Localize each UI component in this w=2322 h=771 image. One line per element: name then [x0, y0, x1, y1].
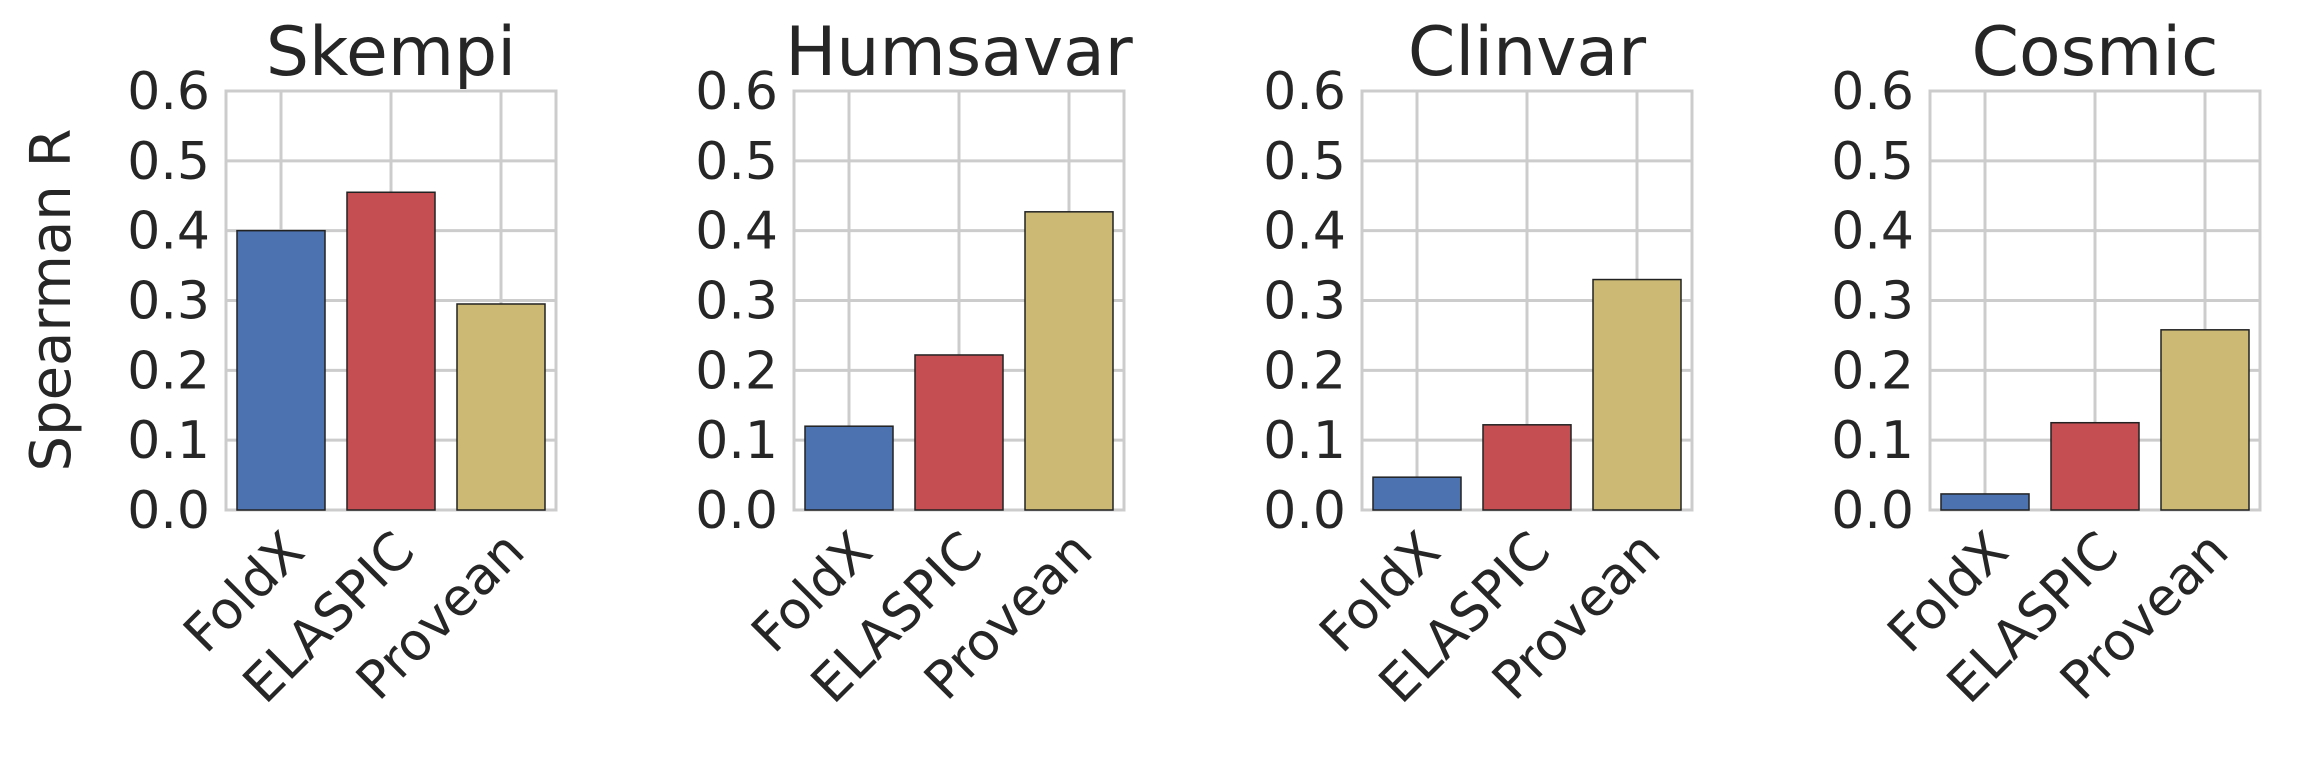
panel-skempi: 0.00.10.20.30.40.50.6FoldXELASPICProvean…: [127, 13, 558, 715]
panel-title: Humsavar: [785, 13, 1132, 92]
y-tick-label: 0.3: [127, 272, 210, 332]
y-tick-label: 0.2: [127, 341, 210, 401]
bar-elaspic: [1482, 424, 1572, 511]
panel-cosmic: 0.00.10.20.30.40.50.6FoldXELASPICProvean…: [1831, 13, 2262, 715]
y-tick-label: 0.4: [127, 202, 210, 262]
y-tick-label: 0.2: [1831, 341, 1914, 401]
panel-title: Cosmic: [1971, 13, 2218, 92]
y-tick-label: 0.4: [1263, 202, 1346, 262]
panel-title: Clinvar: [1408, 13, 1646, 92]
panel-clinvar: 0.00.10.20.30.40.50.6FoldXELASPICProvean…: [1263, 13, 1694, 715]
y-tick-label: 0.6: [1263, 62, 1346, 122]
y-tick-label: 0.0: [695, 481, 778, 541]
bar-foldx: [804, 425, 894, 511]
y-tick-label: 0.1: [127, 411, 210, 471]
bar-foldx: [1940, 493, 2030, 511]
bar-provean: [2160, 329, 2250, 511]
y-tick-label: 0.2: [695, 341, 778, 401]
y-tick-label: 0.5: [695, 132, 778, 192]
panel-humsavar: 0.00.10.20.30.40.50.6FoldXELASPICProvean…: [695, 13, 1132, 715]
bar-foldx: [236, 229, 326, 511]
y-axis-label: Spearman R: [19, 129, 84, 472]
bar-elaspic: [346, 191, 436, 511]
y-tick-label: 0.1: [1831, 411, 1914, 471]
y-tick-label: 0.3: [1263, 272, 1346, 332]
bar-provean: [456, 303, 546, 511]
y-tick-label: 0.5: [127, 132, 210, 192]
y-tick-label: 0.5: [1831, 132, 1914, 192]
y-tick-label: 0.4: [1831, 202, 1914, 262]
bar-foldx: [1372, 476, 1462, 511]
y-tick-label: 0.0: [127, 481, 210, 541]
y-tick-label: 0.1: [695, 411, 778, 471]
y-tick-label: 0.6: [1831, 62, 1914, 122]
y-tick-label: 0.1: [1263, 411, 1346, 471]
panel-title: Skempi: [266, 13, 516, 92]
y-tick-label: 0.2: [1263, 341, 1346, 401]
y-tick-label: 0.3: [1831, 272, 1914, 332]
y-tick-label: 0.3: [695, 272, 778, 332]
y-tick-label: 0.0: [1263, 481, 1346, 541]
y-tick-label: 0.6: [127, 62, 210, 122]
bar-provean: [1024, 211, 1114, 511]
y-tick-label: 0.0: [1831, 481, 1914, 541]
y-tick-label: 0.6: [695, 62, 778, 122]
bar-elaspic: [2050, 421, 2140, 511]
y-tick-label: 0.5: [1263, 132, 1346, 192]
bar-provean: [1592, 278, 1682, 511]
y-tick-label: 0.4: [695, 202, 778, 262]
bar-elaspic: [914, 354, 1004, 511]
